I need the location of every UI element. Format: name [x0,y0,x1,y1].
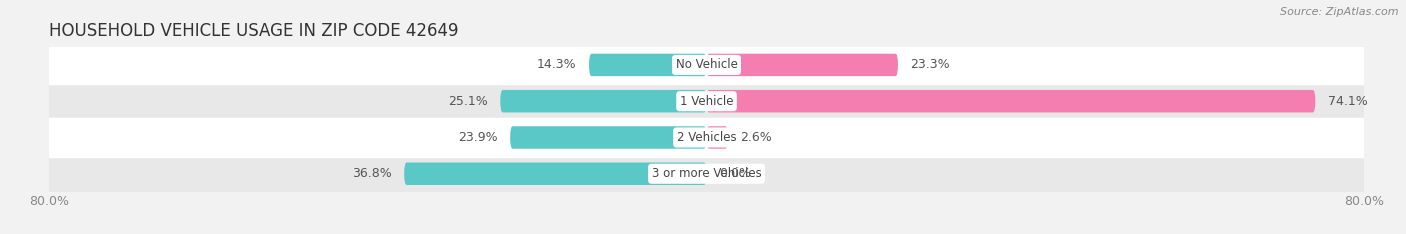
FancyBboxPatch shape [707,90,1316,113]
FancyBboxPatch shape [404,162,707,185]
Text: 2.6%: 2.6% [740,131,772,144]
Text: 2 Vehicles: 2 Vehicles [676,131,737,144]
FancyBboxPatch shape [707,126,728,149]
Bar [49,156,1364,192]
Text: 23.9%: 23.9% [458,131,498,144]
FancyBboxPatch shape [589,54,707,76]
FancyBboxPatch shape [501,90,707,113]
Text: 23.3%: 23.3% [910,58,950,71]
Text: 36.8%: 36.8% [352,167,392,180]
FancyBboxPatch shape [510,126,707,149]
Text: Source: ZipAtlas.com: Source: ZipAtlas.com [1281,7,1399,17]
Text: HOUSEHOLD VEHICLE USAGE IN ZIP CODE 42649: HOUSEHOLD VEHICLE USAGE IN ZIP CODE 4264… [49,22,458,40]
Text: No Vehicle: No Vehicle [675,58,738,71]
Text: 1 Vehicle: 1 Vehicle [679,95,734,108]
Text: 25.1%: 25.1% [449,95,488,108]
Bar [49,119,1364,156]
Text: 0.0%: 0.0% [718,167,751,180]
FancyBboxPatch shape [707,54,898,76]
Bar [49,47,1364,83]
Text: 3 or more Vehicles: 3 or more Vehicles [651,167,762,180]
Text: 14.3%: 14.3% [537,58,576,71]
Text: 74.1%: 74.1% [1327,95,1368,108]
Bar [49,83,1364,119]
